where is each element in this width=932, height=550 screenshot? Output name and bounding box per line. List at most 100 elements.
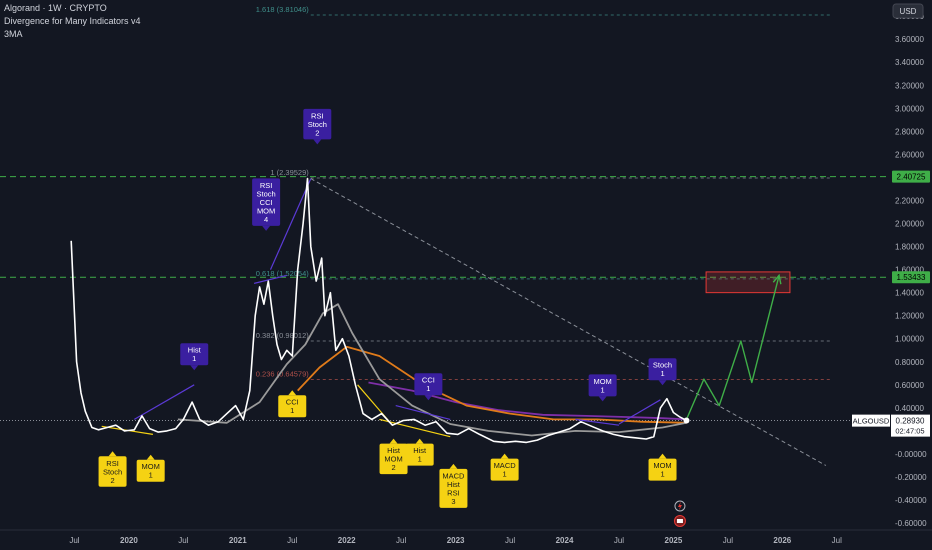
label-box xyxy=(252,178,281,226)
label-pointer xyxy=(449,463,458,469)
x-tick-label: Jul xyxy=(832,536,842,545)
label-text: RSI Stoch CCI MOM 4 xyxy=(257,181,276,224)
label-pointer xyxy=(658,380,667,386)
currency-button-bg xyxy=(892,3,924,19)
last-price-value: 0.28930 xyxy=(896,417,925,426)
bullish-divergence-line xyxy=(379,418,451,438)
bearish-divergence-label: CCI 1 xyxy=(414,373,443,401)
y-tick-label: 0.60000 xyxy=(895,381,924,390)
lightning-icon-bolt xyxy=(677,501,682,511)
label-box xyxy=(136,459,165,482)
moving-average-orange xyxy=(297,345,687,424)
fib-level-label: 1 (2.39529) xyxy=(270,168,309,177)
bullish-divergence-label: RSI Stoch 2 xyxy=(98,451,127,487)
y-tick-label: 2.20000 xyxy=(895,196,924,205)
bearish-divergence-label: Stoch 1 xyxy=(648,358,677,386)
label-pointer xyxy=(598,396,607,402)
symbol-tag xyxy=(852,414,890,427)
x-tick-label: 2024 xyxy=(556,536,574,545)
lightning-icon-ring xyxy=(674,500,686,512)
y-tick-label: 1.40000 xyxy=(895,289,924,298)
projection-arrowhead xyxy=(772,273,782,285)
label-text: Hist MOM 2 xyxy=(384,446,402,472)
currency-button-label: USD xyxy=(900,7,917,16)
bar-countdown: 02:47:05 xyxy=(895,427,924,436)
label-text: Hist 1 xyxy=(188,346,202,364)
label-box xyxy=(180,343,209,366)
label-text: MOM 1 xyxy=(593,377,611,395)
bullish-divergence-label: MACD 1 xyxy=(490,453,519,481)
overlay-name: 3MA xyxy=(4,29,23,39)
label-pointer xyxy=(658,453,667,459)
label-box xyxy=(98,456,127,487)
label-text: MOM 1 xyxy=(653,461,671,479)
moving-average-gray xyxy=(177,303,687,437)
x-tick-label: Jul xyxy=(614,536,624,545)
bullish-divergence-label: MOM 1 xyxy=(648,453,677,481)
label-box xyxy=(439,468,468,508)
symbol-tag-text: ALGOUSD xyxy=(853,417,890,426)
label-box xyxy=(303,108,332,140)
target-zone-box xyxy=(705,271,791,294)
bullish-divergence-label: MOM 1 xyxy=(136,454,165,482)
label-text: RSI Stoch 2 xyxy=(103,459,122,485)
bearish-divergence-label: Hist 1 xyxy=(180,343,209,371)
label-box xyxy=(379,443,408,475)
label-pointer xyxy=(424,395,433,401)
fib-level-label: 1.618 (3.81046) xyxy=(256,5,309,14)
x-tick-label: Jul xyxy=(178,536,188,545)
bearish-divergence-line xyxy=(395,405,451,420)
x-tick-label: Jul xyxy=(396,536,406,545)
time-axis-panel xyxy=(0,530,890,550)
y-tick-label: 3.20000 xyxy=(895,81,924,90)
currency-button[interactable]: USD xyxy=(892,3,924,19)
x-tick-label: 2026 xyxy=(773,536,791,545)
label-text: MACD 1 xyxy=(494,461,517,479)
label-pointer xyxy=(313,139,322,145)
x-tick-label: 2021 xyxy=(229,536,247,545)
label-pointer xyxy=(190,365,199,371)
fib-level-label: 0.618 (1.52054) xyxy=(256,269,309,278)
key-level-tag xyxy=(892,271,930,284)
label-text: Stoch 1 xyxy=(653,361,672,379)
label-text: RSI Stoch 2 xyxy=(308,111,327,137)
fib-level-label: 0.382 (0.98012) xyxy=(256,331,309,340)
y-tick-label: 1.20000 xyxy=(895,312,924,321)
x-tick-label: 2022 xyxy=(338,536,356,545)
last-price-tag xyxy=(891,414,930,437)
label-text: Hist 1 xyxy=(413,446,427,464)
earnings-event-glyph xyxy=(676,519,683,523)
bearish-divergence-line xyxy=(618,399,661,425)
label-box xyxy=(588,374,617,397)
earnings-event-icon[interactable] xyxy=(673,515,686,527)
y-tick-label: 2.00000 xyxy=(895,220,924,229)
label-box xyxy=(490,458,519,481)
bearish-divergence-line xyxy=(575,418,620,426)
label-pointer xyxy=(500,453,509,459)
label-pointer xyxy=(389,438,398,444)
label-text: MOM 1 xyxy=(142,462,160,480)
y-tick-label: 3.40000 xyxy=(895,58,924,67)
y-tick-label: 1.80000 xyxy=(895,243,924,252)
y-tick-label: -0.40000 xyxy=(895,496,927,505)
y-tick-label: 3.60000 xyxy=(895,35,924,44)
descending-trendline xyxy=(310,178,827,466)
y-tick-label: 3.00000 xyxy=(895,104,924,113)
bearish-divergence-label: MOM 1 xyxy=(588,374,617,402)
label-text: MACD Hist RSI 3 xyxy=(442,471,465,506)
label-box xyxy=(278,395,307,418)
chart-title: Algorand · 1W · CRYPTO xyxy=(4,3,107,13)
x-tick-label: 2025 xyxy=(665,536,683,545)
bearish-divergence-line xyxy=(253,274,287,284)
x-tick-label: Jul xyxy=(723,536,733,545)
fib-level-label: 0.236 (0.64579) xyxy=(256,370,309,379)
last-price-dot xyxy=(683,417,690,424)
lightning-icon[interactable] xyxy=(674,500,686,512)
bearish-divergence-line xyxy=(133,384,195,420)
label-box xyxy=(405,443,434,466)
y-tick-label: 1.60000 xyxy=(895,266,924,275)
bearish-divergence-label: RSI Stoch CCI MOM 4 xyxy=(252,178,281,231)
